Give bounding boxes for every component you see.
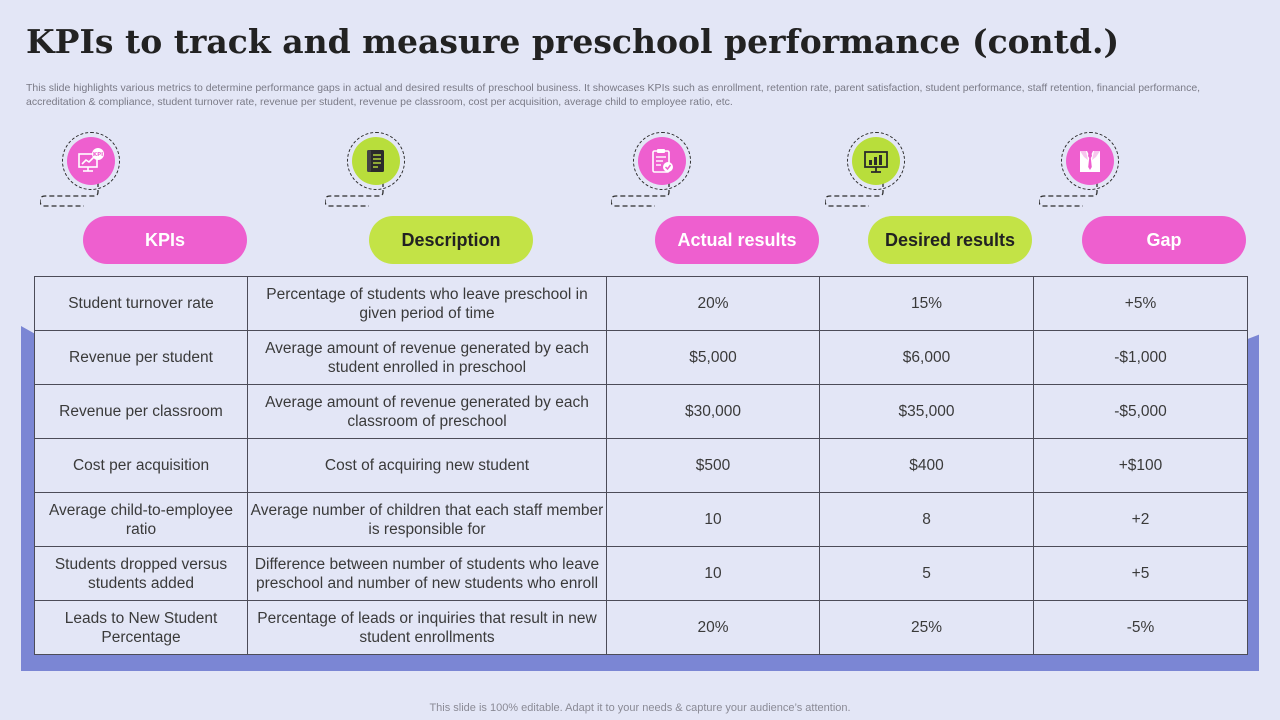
icon-ring [347, 132, 405, 190]
desired-cell: 15% [819, 276, 1034, 331]
desired-cell: 25% [819, 600, 1034, 655]
table-row: Revenue per classroom Average amount of … [34, 384, 1248, 439]
icon-ring [62, 132, 120, 190]
kpi-table: Student turnover rate Percentage of stud… [34, 276, 1248, 655]
page-title: KPIs to track and measure preschool perf… [26, 22, 1120, 61]
header-actual-results: Actual results [655, 216, 819, 264]
gap-cell: +5 [1033, 546, 1248, 601]
gap-icon-group [1039, 132, 1149, 224]
header-desired-results: Desired results [868, 216, 1032, 264]
description-cell: Difference between number of students wh… [247, 546, 607, 601]
kpi-cell: Average child-to-employee ratio [34, 492, 248, 547]
kpi-cell: Revenue per classroom [34, 384, 248, 439]
connector-line [325, 182, 384, 207]
actual-cell: $30,000 [606, 384, 820, 439]
desired-cell: $400 [819, 438, 1034, 493]
description-icon-group [325, 132, 435, 224]
gap-cell: +$100 [1033, 438, 1248, 493]
table-row: Average child-to-employee ratio Average … [34, 492, 1248, 547]
connector-line [825, 182, 884, 207]
suit-tie-icon [1066, 137, 1114, 185]
document-icon [352, 137, 400, 185]
kpi-cell: Revenue per student [34, 330, 248, 385]
actual-cell: 10 [606, 492, 820, 547]
table-row: Student turnover rate Percentage of stud… [34, 276, 1248, 331]
table-row: Revenue per student Average amount of re… [34, 330, 1248, 385]
icon-ring [847, 132, 905, 190]
kpi-cell: Leads to New Student Percentage [34, 600, 248, 655]
table-row: Cost per acquisition Cost of acquiring n… [34, 438, 1248, 493]
description-cell: Average amount of revenue generated by e… [247, 330, 607, 385]
table-row: Leads to New Student Percentage Percenta… [34, 600, 1248, 655]
connector-line [1039, 182, 1098, 207]
icon-ring [633, 132, 691, 190]
actual-cell: 20% [606, 276, 820, 331]
gap-cell: -5% [1033, 600, 1248, 655]
header-gap: Gap [1082, 216, 1246, 264]
footer-note: This slide is 100% editable. Adapt it to… [429, 702, 851, 714]
header-kpis: KPIs [83, 216, 247, 264]
desired-cell: $6,000 [819, 330, 1034, 385]
page-subtitle: This slide highlights various metrics to… [26, 82, 1201, 108]
gap-cell: -$5,000 [1033, 384, 1248, 439]
presentation-board-icon [852, 137, 900, 185]
connector-line [611, 182, 670, 207]
kpi-cell: Cost per acquisition [34, 438, 248, 493]
kpi-icon-group: KPI [40, 132, 150, 224]
desired-cell: 8 [819, 492, 1034, 547]
icon-ring [1061, 132, 1119, 190]
description-cell: Average number of children that each sta… [247, 492, 607, 547]
table-row: Students dropped versus students added D… [34, 546, 1248, 601]
description-cell: Average amount of revenue generated by e… [247, 384, 607, 439]
clipboard-check-icon [638, 137, 686, 185]
header-description: Description [369, 216, 533, 264]
kpi-icon-text: KPI [93, 152, 103, 158]
actual-cell: 10 [606, 546, 820, 601]
gap-cell: +5% [1033, 276, 1248, 331]
kpi-chart-icon: KPI [67, 137, 115, 185]
actual-icon-group [611, 132, 721, 224]
kpi-cell: Student turnover rate [34, 276, 248, 331]
actual-cell: 20% [606, 600, 820, 655]
gap-cell: -$1,000 [1033, 330, 1248, 385]
desired-cell: 5 [819, 546, 1034, 601]
desired-icon-group [825, 132, 935, 224]
gap-cell: +2 [1033, 492, 1248, 547]
desired-cell: $35,000 [819, 384, 1034, 439]
actual-cell: $5,000 [606, 330, 820, 385]
connector-line [40, 182, 99, 207]
description-cell: Percentage of leads or inquiries that re… [247, 600, 607, 655]
actual-cell: $500 [606, 438, 820, 493]
description-cell: Percentage of students who leave prescho… [247, 276, 607, 331]
kpi-cell: Students dropped versus students added [34, 546, 248, 601]
description-cell: Cost of acquiring new student [247, 438, 607, 493]
